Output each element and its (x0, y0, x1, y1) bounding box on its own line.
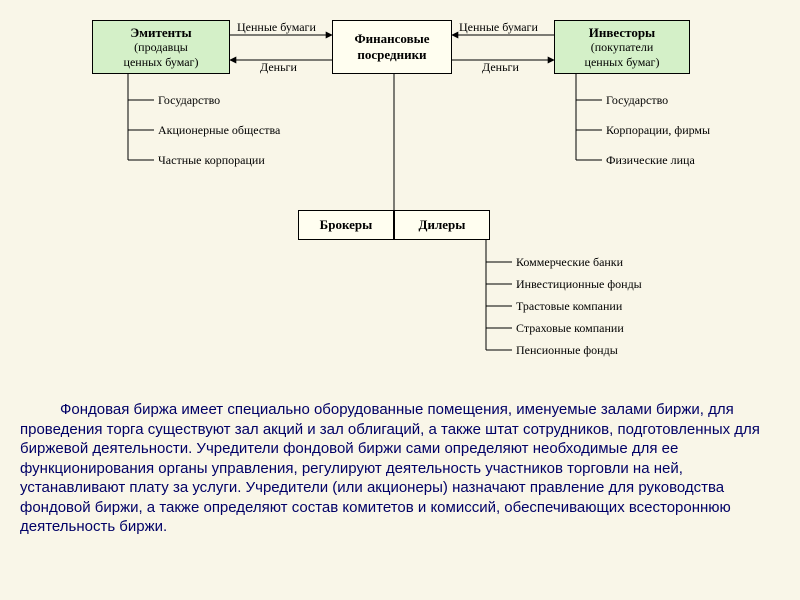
node-investors-sub1: (покупатели (591, 40, 654, 54)
edge-label-right-lower: Деньги (482, 60, 519, 75)
node-brokers-label: Брокеры (320, 217, 373, 233)
node-intermediaries-title1: Финансовые (354, 31, 429, 47)
node-dealers: Дилеры (394, 210, 490, 240)
investors-child-1: Корпорации, фирмы (606, 123, 710, 138)
node-emitters-sub2: ценных бумаг) (124, 55, 199, 69)
body-paragraph: Фондовая биржа имеет специально оборудов… (20, 400, 780, 537)
investors-child-2: Физические лица (606, 153, 695, 168)
node-brokers: Брокеры (298, 210, 394, 240)
edge-label-left-lower: Деньги (260, 60, 297, 75)
node-dealers-label: Дилеры (419, 217, 466, 233)
node-intermediaries: Финансовые посредники (332, 20, 452, 74)
node-emitters-title: Эмитенты (130, 25, 191, 41)
edge-label-right-upper: Ценные бумаги (459, 20, 538, 35)
emitters-child-2: Частные корпорации (158, 153, 265, 168)
diagram-canvas: Эмитенты (продавцы ценных бумаг) Финансо… (0, 0, 800, 600)
emitters-child-1: Акционерные общества (158, 123, 280, 138)
body-paragraph-text: Фондовая биржа имеет специально оборудов… (20, 401, 760, 535)
node-investors-sub2: ценных бумаг) (585, 55, 660, 69)
investors-child-0: Государство (606, 93, 668, 108)
emitters-child-0: Государство (158, 93, 220, 108)
dealers-child-2: Трастовые компании (516, 299, 622, 314)
dealers-child-4: Пенсионные фонды (516, 343, 618, 358)
dealers-child-1: Инвестиционные фонды (516, 277, 642, 292)
dealers-child-0: Коммерческие банки (516, 255, 623, 270)
edge-label-left-upper: Ценные бумаги (237, 20, 316, 35)
node-emitters: Эмитенты (продавцы ценных бумаг) (92, 20, 230, 74)
node-investors-title: Инвесторы (589, 25, 655, 41)
node-emitters-sub1: (продавцы (134, 40, 188, 54)
node-intermediaries-title2: посредники (357, 47, 426, 63)
node-investors: Инвесторы (покупатели ценных бумаг) (554, 20, 690, 74)
dealers-child-3: Страховые компании (516, 321, 624, 336)
